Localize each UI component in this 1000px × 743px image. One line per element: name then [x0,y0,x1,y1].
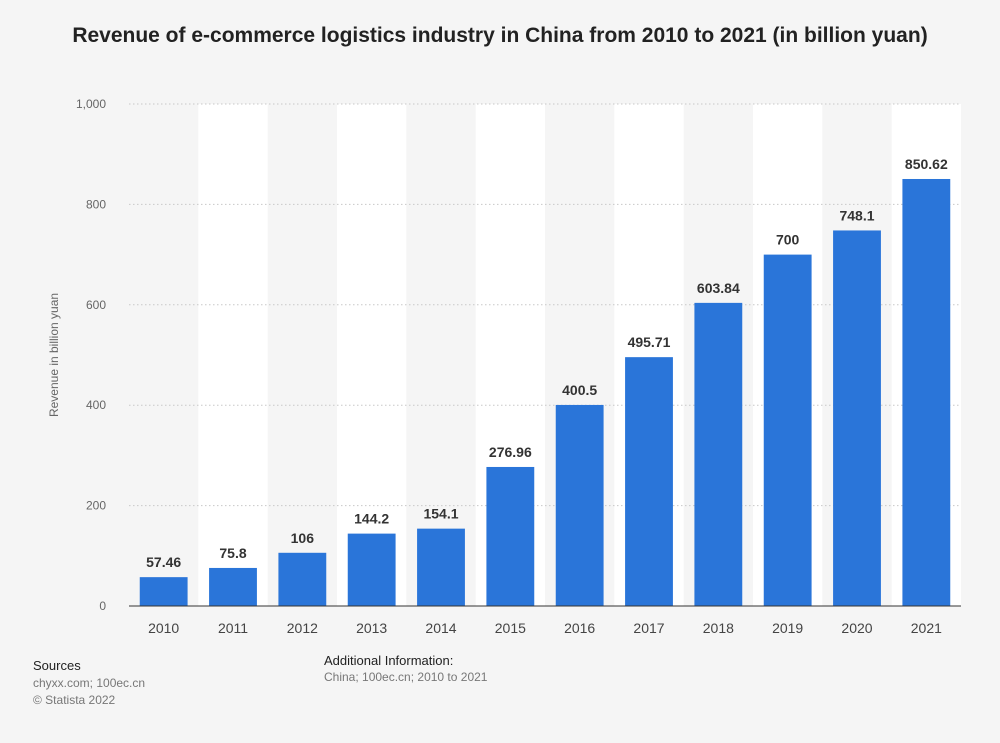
value-label: 400.5 [562,382,597,398]
bar[interactable] [347,533,396,606]
column-band [337,104,407,606]
y-axis-title: Revenue in billion yuan [47,293,61,417]
bar[interactable] [833,230,881,606]
sources-block: Sources chyxx.com; 100ec.cn © Statista 2… [33,657,145,709]
x-tick-label: 2011 [218,620,248,636]
x-tick-label: 2013 [356,620,387,636]
value-label: 144.2 [354,511,389,527]
x-tick-label: 2019 [772,620,803,636]
y-tick-label: 1,000 [76,97,106,111]
x-tick-label: 2017 [633,620,664,636]
value-label: 700 [776,232,800,248]
column-band [198,104,268,606]
value-label: 850.62 [905,156,948,172]
bar[interactable] [694,302,743,606]
additional-info-block: Additional Information: China; 100ec.cn;… [324,652,487,686]
value-label: 75.8 [219,545,246,561]
x-tick-label: 2018 [703,620,734,636]
value-label: 603.84 [697,280,740,296]
x-tick-label: 2010 [148,620,179,636]
value-label: 106 [291,530,315,546]
bar[interactable] [486,466,535,606]
bar[interactable] [417,528,465,606]
sources-text: chyxx.com; 100ec.cn [33,676,146,690]
bar[interactable] [902,178,951,606]
x-tick-label: 2016 [564,620,595,636]
bar[interactable] [625,357,673,606]
y-tick-label: 200 [86,499,106,513]
x-tick-label: 2012 [287,620,318,636]
value-label: 154.1 [423,506,458,522]
bar[interactable] [139,577,188,606]
bar[interactable] [278,552,327,606]
y-tick-label: 400 [86,398,106,412]
value-label: 276.96 [489,444,532,460]
chart-title: Revenue of e-commerce logistics industry… [72,24,928,47]
additional-info-text: China; 100ec.cn; 2010 to 2021 [324,670,488,684]
value-label: 748.1 [839,207,874,223]
additional-info-heading[interactable]: Additional Information: [324,653,454,668]
bar[interactable] [763,254,812,606]
bar[interactable] [209,567,257,606]
y-tick-label: 800 [86,197,106,211]
bar[interactable] [555,404,604,606]
x-tick-label: 2021 [911,620,942,636]
x-tick-label: 2015 [495,620,526,636]
x-tick-label: 2014 [425,620,456,636]
x-tick-label: 2020 [841,620,872,636]
copyright-text: © Statista 2022 [33,693,116,707]
value-label: 495.71 [628,334,671,350]
value-label: 57.46 [146,554,181,570]
y-tick-label: 0 [99,599,106,613]
y-tick-label: 600 [86,298,106,312]
sources-heading[interactable]: Sources [33,658,81,673]
